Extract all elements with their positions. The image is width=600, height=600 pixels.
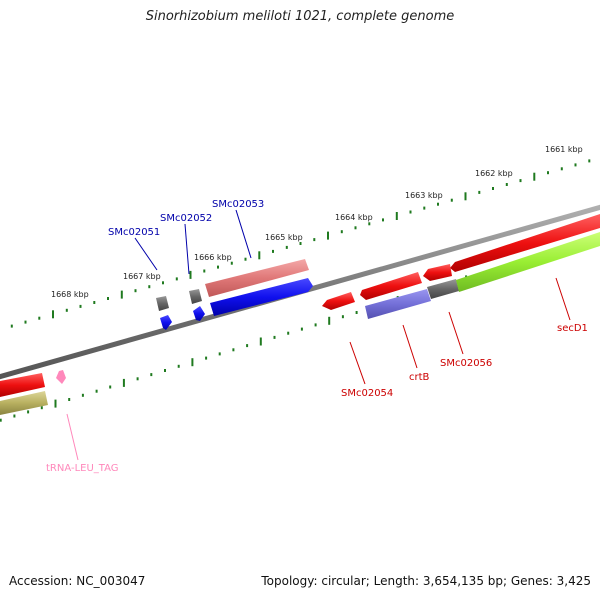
gene-smc02051-feature[interactable]	[160, 315, 172, 330]
trna-leu-tag-feature[interactable]	[56, 370, 66, 384]
callout-line-trna	[66, 413, 79, 461]
gene-smc02055-feature[interactable]	[423, 264, 452, 281]
scale-label-1667: 1667 kbp	[123, 272, 161, 281]
callout-line-smc02052	[184, 223, 190, 275]
scale-label-1665: 1665 kbp	[265, 233, 303, 242]
gene-smc02054-feature[interactable]	[322, 292, 355, 310]
accession-text: Accession: NC_003047	[9, 574, 146, 588]
gene-label-smc02052[interactable]: SMc02052	[160, 213, 212, 224]
scale-label-1661: 1661 kbp	[545, 145, 583, 154]
scale-label-1662: 1662 kbp	[475, 169, 513, 178]
callout-line-smc02051	[134, 237, 158, 271]
scale-ruler-outer	[10, 159, 591, 328]
gene-label-trna-leu-tag[interactable]: tRNA-LEU_TAG	[46, 463, 119, 474]
gene-smc02053-feature[interactable]	[205, 259, 309, 297]
gene-smc02052-feature[interactable]	[193, 306, 205, 321]
gene-smc02052-pseudo[interactable]	[189, 289, 202, 304]
gene-lime-feature[interactable]	[456, 232, 600, 292]
gene-label-smc02051[interactable]: SMc02051	[108, 227, 160, 238]
scale-label-1663: 1663 kbp	[405, 191, 443, 200]
gene-crtb-feature[interactable]	[365, 289, 431, 319]
gene-smc02056-feature[interactable]	[427, 279, 459, 299]
scale-label-1666: 1666 kbp	[194, 253, 232, 262]
callout-line-smc02056	[448, 311, 464, 355]
callout-line-smc02054	[349, 341, 366, 385]
gene-secd1-feature[interactable]	[450, 214, 600, 272]
gene-smc02051-pseudo[interactable]	[156, 296, 169, 311]
callout-line-smc02053	[235, 209, 252, 259]
gene-left-forward-feature[interactable]	[0, 373, 45, 397]
scale-label-1668: 1668 kbp	[51, 290, 89, 299]
callout-line-secd1	[555, 277, 571, 321]
gene-label-smc02056[interactable]: SMc02056	[440, 358, 492, 369]
gene-label-smc02054[interactable]: SMc02054	[341, 388, 393, 399]
gene-smc02053-reverse-feature[interactable]	[210, 278, 313, 316]
callout-line-crtb	[402, 324, 418, 369]
gene-label-secd1[interactable]: secD1	[557, 323, 588, 334]
gene-label-crtb[interactable]: crtB	[409, 372, 430, 383]
map-title: Sinorhizobium meliloti 1021, complete ge…	[145, 9, 455, 24]
genome-stats-text: Topology: circular; Length: 3,654,135 bp…	[261, 574, 591, 588]
gene-crtb-region-forward[interactable]	[360, 272, 422, 300]
scale-label-1664: 1664 kbp	[335, 213, 373, 222]
gene-label-smc02053[interactable]: SMc02053	[212, 199, 264, 210]
gene-olive-feature[interactable]	[0, 391, 48, 415]
